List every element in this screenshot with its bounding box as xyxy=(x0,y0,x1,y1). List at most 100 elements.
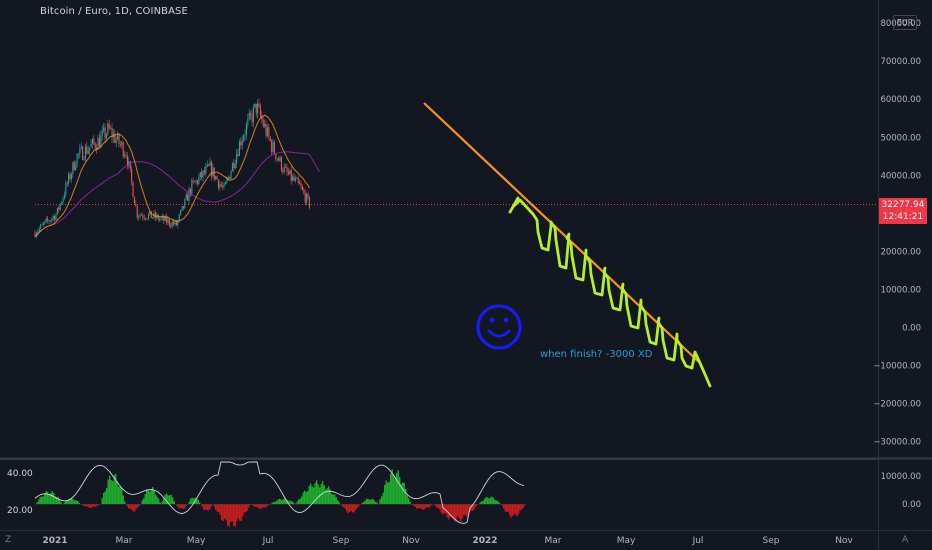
histogram-bar xyxy=(87,504,89,507)
candle-body xyxy=(283,166,285,172)
histogram-bar xyxy=(299,498,301,504)
histogram-bar xyxy=(308,485,310,504)
candle-body xyxy=(203,170,205,174)
candle-body xyxy=(297,178,299,183)
histogram-bar xyxy=(326,488,328,504)
candle-body xyxy=(217,179,219,188)
candle-body xyxy=(98,137,100,147)
histogram-bar xyxy=(515,504,517,515)
histogram-bar xyxy=(356,504,358,508)
candle-body xyxy=(138,216,140,218)
candle-body xyxy=(306,193,308,203)
histogram-bar xyxy=(203,504,205,510)
candle-body xyxy=(264,124,266,127)
candle-body xyxy=(34,232,36,237)
candle-body xyxy=(59,203,61,210)
candle-body xyxy=(149,211,151,215)
histogram-bar xyxy=(335,497,337,504)
projection-drawing[interactable] xyxy=(508,196,712,388)
candle-body xyxy=(87,150,89,154)
annotation-note[interactable]: when finish? -3000 XD xyxy=(540,349,653,360)
histogram-bar xyxy=(256,504,258,507)
histogram-bar xyxy=(274,501,276,504)
histogram-bar xyxy=(393,475,395,504)
histogram-bar xyxy=(490,497,492,504)
histogram-bar xyxy=(493,498,495,504)
time-axis[interactable]: 2021 Mar May Jul Sep Nov 2022 Mar May Jul Sep Nov xyxy=(42,536,853,546)
histogram-bar xyxy=(53,492,55,504)
candle-body xyxy=(258,103,260,107)
histogram-bar xyxy=(115,473,117,504)
candle-body xyxy=(37,231,39,234)
currency-badge[interactable]: EUR xyxy=(893,15,917,30)
time-axis-label: Nov xyxy=(835,536,853,546)
trendline[interactable] xyxy=(423,102,701,364)
ma-slow-line xyxy=(34,151,320,238)
histogram-bar xyxy=(423,504,425,510)
timezone-toggle[interactable]: Z xyxy=(5,535,12,545)
histogram-bar xyxy=(521,504,523,510)
candle-body xyxy=(300,184,302,187)
histogram-bar xyxy=(379,499,381,504)
time-axis-label: Jul xyxy=(692,536,704,546)
candle-body xyxy=(54,216,56,220)
time-axis-label: Mar xyxy=(116,536,133,546)
histogram-bar xyxy=(419,504,421,509)
candle-body xyxy=(154,212,156,218)
histogram-bar xyxy=(89,504,91,508)
histogram-bar xyxy=(519,504,521,511)
candle-body xyxy=(255,103,257,114)
histogram-bar xyxy=(394,478,396,504)
histogram-bar xyxy=(169,495,171,504)
histogram-bar xyxy=(445,504,447,514)
histogram-bar xyxy=(422,504,424,510)
price-axis[interactable]: 80000.00 70000.00 60000.00 50000.00 40000.00… xyxy=(873,19,921,448)
candle-body xyxy=(265,124,267,136)
candle-body xyxy=(168,219,170,225)
histogram-bar xyxy=(57,497,59,504)
candle-body xyxy=(226,178,228,183)
auto-scale-toggle[interactable]: A xyxy=(902,535,909,545)
histogram-bar xyxy=(414,504,416,507)
candle-body xyxy=(216,176,218,180)
indicator-axis-label: 10000.00 xyxy=(880,472,921,482)
histogram-bar xyxy=(246,504,248,511)
indicator-label-top: 40.00 xyxy=(7,469,33,479)
histogram-bar xyxy=(487,497,489,504)
candle-body xyxy=(223,184,225,187)
histogram-bar xyxy=(228,504,230,527)
histogram-bar xyxy=(475,504,477,507)
candle-body xyxy=(163,215,165,221)
histogram-bar xyxy=(416,504,418,509)
price-axis-label: 20000.00 xyxy=(880,247,921,257)
histogram-bar xyxy=(92,504,94,507)
histogram-bar xyxy=(47,492,49,504)
candle-body xyxy=(38,228,40,232)
histogram-bar xyxy=(69,498,71,504)
candle-body xyxy=(147,214,149,219)
histogram-bar xyxy=(210,504,212,507)
histogram-bar xyxy=(512,504,514,517)
histogram-bar xyxy=(497,501,499,504)
symbol-title[interactable]: Bitcoin / Euro, 1D, COINBASE xyxy=(40,6,188,17)
time-axis-label: 2021 xyxy=(42,536,67,546)
histogram-bar xyxy=(518,504,520,514)
histogram-bar xyxy=(236,504,238,522)
histogram-bar xyxy=(332,494,334,504)
candle-body xyxy=(117,133,119,140)
price-axis-label: 50000.00 xyxy=(880,133,921,143)
candle-body xyxy=(257,103,259,114)
candle-body xyxy=(198,177,200,184)
histogram-bar xyxy=(265,504,267,508)
smiley-drawing[interactable] xyxy=(476,304,522,350)
histogram-bar xyxy=(396,473,398,504)
indicator-pane xyxy=(36,469,526,527)
candle-body xyxy=(276,158,278,160)
histogram-bar xyxy=(147,489,149,504)
histogram-bar xyxy=(323,485,325,504)
candle-body xyxy=(227,176,229,179)
histogram-bar xyxy=(193,498,195,504)
